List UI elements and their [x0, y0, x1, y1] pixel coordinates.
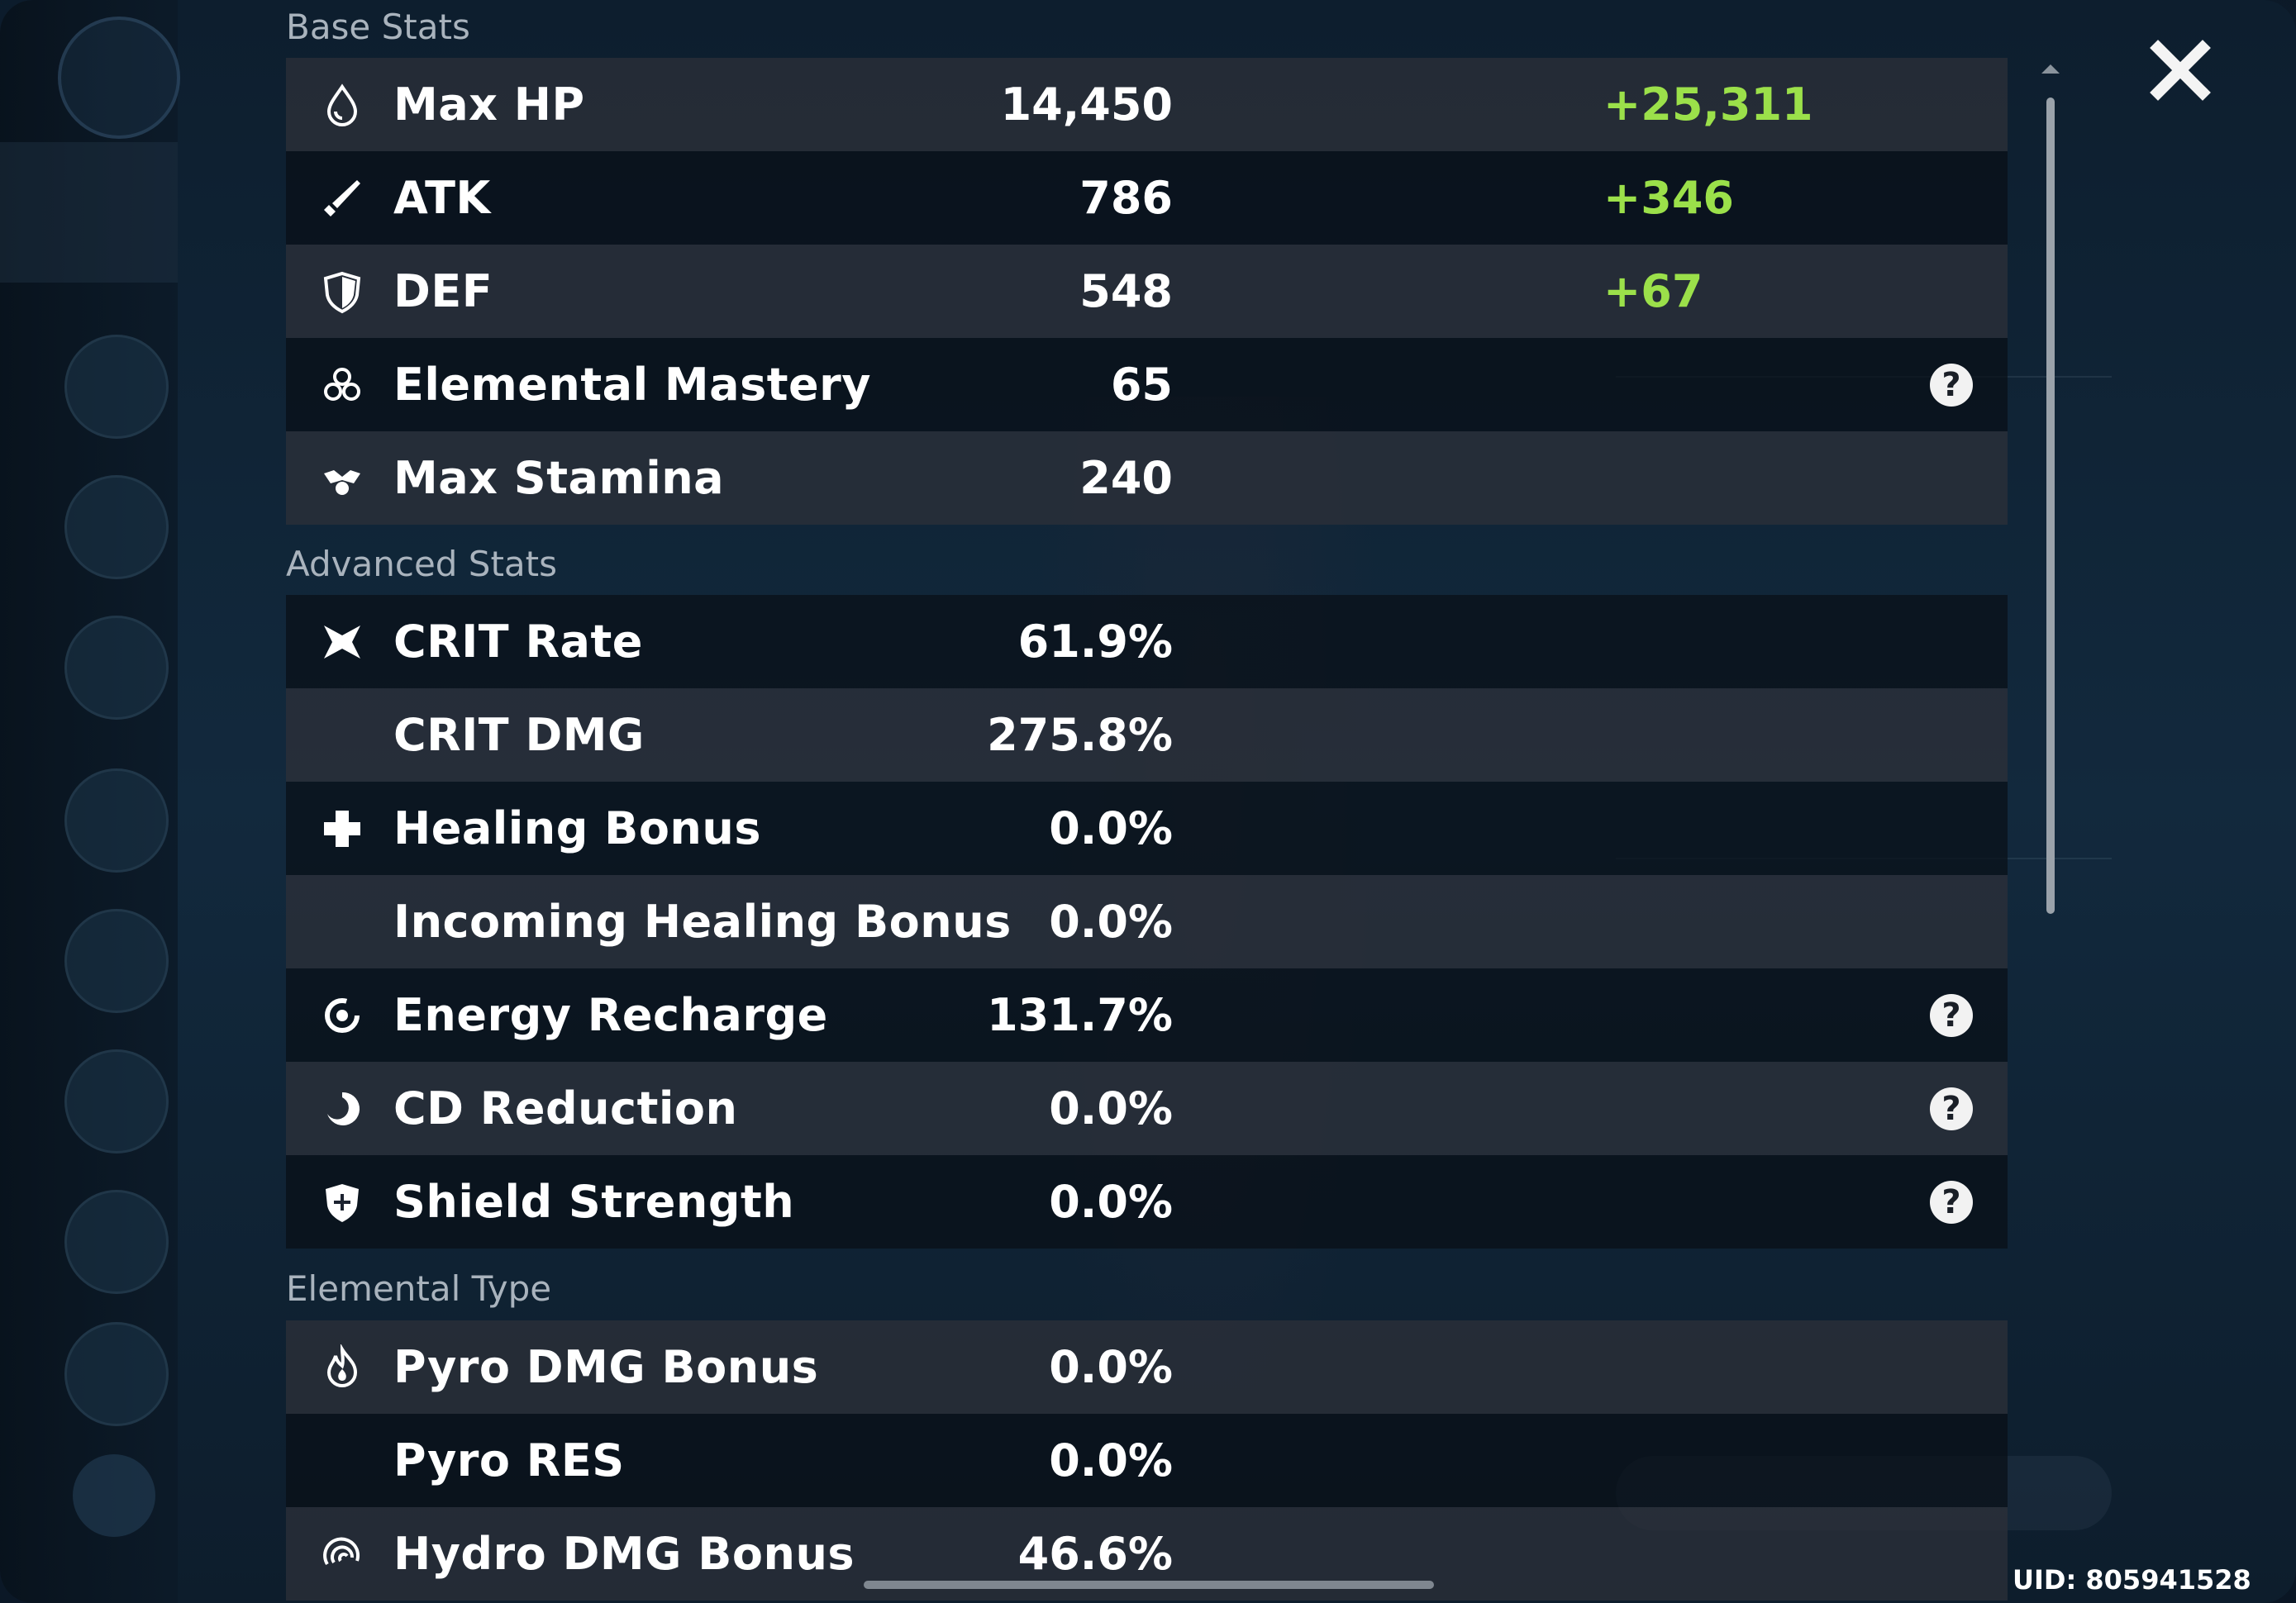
help-icon[interactable]: ? [1930, 1180, 1973, 1224]
element-emblem-icon [58, 17, 180, 139]
stat-row-max-hp: Max HP 14,450 +25,311 [286, 58, 2008, 151]
stat-row-healing-bonus: Healing Bonus 0.0% [286, 782, 2008, 875]
scroll-up-arrow-icon[interactable] [2041, 64, 2060, 74]
stat-value: 14,450 [1000, 78, 1173, 131]
stat-value: 0.0% [1049, 802, 1173, 854]
close-button[interactable] [2143, 33, 2217, 107]
section-title-elemental: Elemental Type [286, 1268, 552, 1309]
stat-name: Max Stamina [393, 452, 725, 504]
stat-value: 0.0% [1049, 1082, 1173, 1134]
stat-name: Energy Recharge [393, 989, 828, 1041]
section-title-advanced: Advanced Stats [286, 544, 558, 584]
pyro-flame-icon [319, 1344, 365, 1391]
stat-name: CRIT Rate [393, 616, 643, 668]
stat-value: 0.0% [1049, 1176, 1173, 1228]
stat-row-crit-dmg: CRIT DMG 275.8% [286, 688, 2008, 782]
stat-name: CD Reduction [393, 1082, 738, 1134]
horizontal-scrollbar-thumb[interactable] [864, 1581, 1434, 1589]
stat-name: DEF [393, 265, 493, 317]
close-icon [2150, 40, 2211, 101]
stat-row-max-stamina: Max Stamina 240 [286, 431, 2008, 525]
stat-value: 548 [1079, 265, 1173, 317]
sidebar-avatar [64, 1190, 169, 1294]
stat-name: Pyro DMG Bonus [393, 1341, 819, 1393]
grid-menu-icon [73, 1454, 155, 1537]
uid-label: UID: 805941528 [2013, 1564, 2251, 1596]
sidebar-avatar [64, 335, 169, 439]
help-icon[interactable]: ? [1930, 993, 1973, 1037]
atom-icon [319, 362, 365, 408]
stat-row-atk: ATK 786 +346 [286, 151, 2008, 245]
cooldown-icon [319, 1086, 365, 1132]
stat-value: 0.0% [1049, 1341, 1173, 1393]
stat-value: 786 [1079, 172, 1173, 224]
stat-bonus: +346 [1603, 172, 1734, 224]
stat-value: 61.9% [1017, 616, 1173, 668]
crit-icon [319, 619, 365, 665]
stat-name: Hydro DMG Bonus [393, 1528, 855, 1580]
hydro-swirl-icon [319, 1531, 365, 1577]
stat-row-crit-rate: CRIT Rate 61.9% [286, 595, 2008, 688]
stat-value: 240 [1079, 452, 1173, 504]
stat-name: ATK [393, 172, 491, 224]
stat-row-pyro-res: Pyro RES 0.0% [286, 1414, 2008, 1507]
sidebar-avatar [64, 1322, 169, 1426]
stat-value: 0.0% [1049, 896, 1173, 948]
plus-cross-icon [319, 806, 365, 852]
stat-row-cd-reduction: CD Reduction 0.0%? [286, 1062, 2008, 1155]
stat-name: Shield Strength [393, 1176, 795, 1228]
stat-row-pyro-dmg-bonus: Pyro DMG Bonus 0.0% [286, 1320, 2008, 1414]
character-sidebar-background [0, 0, 180, 1603]
water-drop-icon [319, 82, 365, 128]
sword-icon [319, 175, 365, 221]
help-icon[interactable]: ? [1930, 363, 1973, 407]
sidebar-avatar [64, 768, 169, 873]
help-icon[interactable]: ? [1930, 1087, 1973, 1130]
stat-value: 0.0% [1049, 1434, 1173, 1486]
sidebar-avatar [64, 475, 169, 579]
stamina-icon [319, 455, 365, 502]
stat-value: 65 [1110, 359, 1173, 411]
stat-name: CRIT DMG [393, 709, 645, 761]
stat-bonus: +67 [1603, 265, 1703, 317]
stat-value: 275.8% [987, 709, 1173, 761]
stat-row-def: DEF 548 +67 [286, 245, 2008, 338]
stat-name: Pyro RES [393, 1434, 625, 1486]
sidebar-avatar [64, 1049, 169, 1153]
sidebar-active-highlight [0, 142, 178, 283]
section-title-base: Base Stats [286, 7, 470, 47]
sidebar-avatar [64, 909, 169, 1013]
shield-icon [319, 269, 365, 315]
stat-name: Healing Bonus [393, 802, 761, 854]
sidebar-avatar [64, 616, 169, 720]
vertical-scrollbar-thumb[interactable] [2046, 98, 2055, 914]
stat-bonus: +25,311 [1603, 78, 1813, 131]
stat-row-shield-strength: Shield Strength 0.0%? [286, 1155, 2008, 1249]
shield-plus-icon [319, 1179, 365, 1225]
stat-name: Elemental Mastery [393, 359, 872, 411]
stat-value: 46.6% [1017, 1528, 1173, 1580]
stat-row-elemental-mastery: Elemental Mastery 65? [286, 338, 2008, 431]
stat-row-energy-recharge: Energy Recharge 131.7%? [286, 968, 2008, 1062]
recharge-ring-icon [319, 992, 365, 1039]
stat-name: Max HP [393, 78, 585, 131]
stat-value: 131.7% [987, 989, 1173, 1041]
stat-row-incoming-healing-bonus: Incoming Healing Bonus 0.0% [286, 875, 2008, 968]
stat-name: Incoming Healing Bonus [393, 896, 1012, 948]
